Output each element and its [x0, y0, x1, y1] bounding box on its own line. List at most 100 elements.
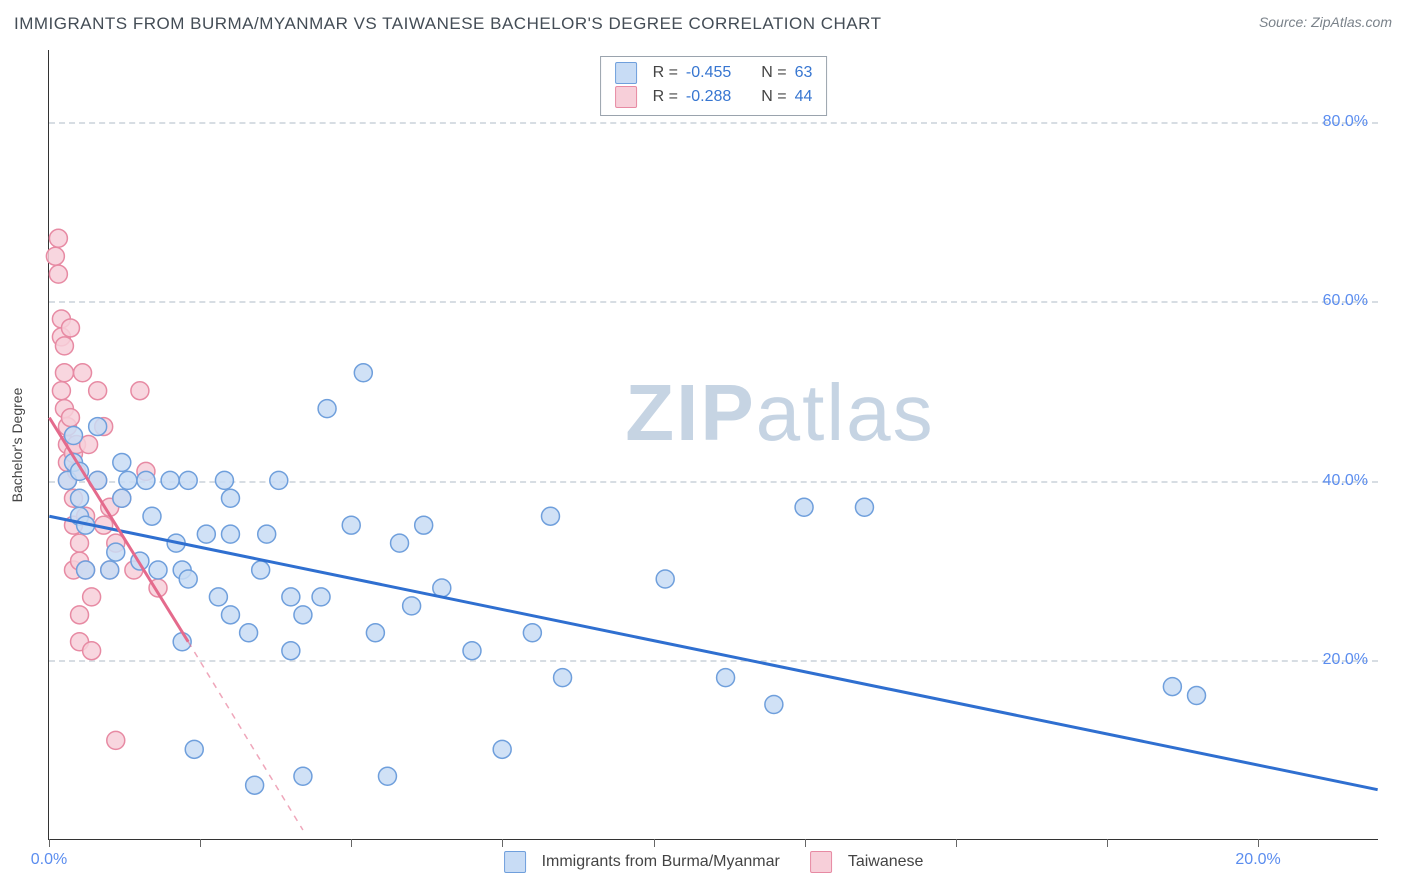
data-point-burma [282, 642, 300, 660]
y-axis-label: Bachelor's Degree [9, 387, 25, 502]
data-point-burma [403, 597, 421, 615]
data-point-burma [795, 498, 813, 516]
chart-header: IMMIGRANTS FROM BURMA/MYANMAR VS TAIWANE… [14, 14, 1392, 34]
legend-swatch-burma-icon [615, 62, 637, 84]
data-point-burma [354, 364, 372, 382]
data-point-burma [270, 471, 288, 489]
legend-taiwanese-n: 44 [795, 85, 813, 109]
legend-stats-row: R = -0.455 N = 63 [615, 61, 813, 85]
data-point-burma [294, 606, 312, 624]
data-point-taiwanese [89, 382, 107, 400]
data-point-burma [493, 740, 511, 758]
data-point-burma [378, 767, 396, 785]
x-tick [805, 839, 806, 847]
data-point-taiwanese [46, 247, 64, 265]
legend-item-burma: Immigrants from Burma/Myanmar [504, 851, 780, 873]
data-point-burma [113, 489, 131, 507]
scatter-plot [49, 50, 1378, 839]
data-point-burma [282, 588, 300, 606]
data-point-burma [89, 418, 107, 436]
data-point-taiwanese [55, 337, 73, 355]
data-point-burma [113, 453, 131, 471]
data-point-burma [656, 570, 674, 588]
x-tick-label: 0.0% [31, 851, 67, 869]
x-tick [200, 839, 201, 847]
data-point-burma [221, 489, 239, 507]
legend-swatch-burma-icon [504, 851, 526, 873]
data-point-burma [318, 400, 336, 418]
data-point-burma [463, 642, 481, 660]
data-point-taiwanese [52, 382, 70, 400]
data-point-burma [366, 624, 384, 642]
data-point-burma [119, 471, 137, 489]
data-point-taiwanese [61, 319, 79, 337]
data-point-burma [391, 534, 409, 552]
chart-source: Source: ZipAtlas.com [1259, 14, 1392, 30]
data-point-burma [107, 543, 125, 561]
data-point-taiwanese [83, 588, 101, 606]
data-point-burma [71, 489, 89, 507]
legend-n-label: N = [761, 61, 786, 85]
data-point-burma [246, 776, 264, 794]
data-point-burma [221, 606, 239, 624]
legend-stats: R = -0.455 N = 63 R = -0.288 N = 44 [600, 56, 828, 116]
data-point-burma [1163, 678, 1181, 696]
data-point-burma [342, 516, 360, 534]
x-tick [49, 839, 50, 847]
x-tick-label: 20.0% [1235, 851, 1280, 869]
data-point-burma [161, 471, 179, 489]
data-point-burma [197, 525, 215, 543]
data-point-taiwanese [131, 382, 149, 400]
legend-label-burma: Immigrants from Burma/Myanmar [542, 853, 780, 871]
data-point-taiwanese [71, 534, 89, 552]
data-point-burma [185, 740, 203, 758]
source-name: ZipAtlas.com [1311, 14, 1392, 30]
data-point-burma [215, 471, 233, 489]
data-point-burma [554, 669, 572, 687]
legend-burma-n: 63 [795, 61, 813, 85]
legend-n-label: N = [761, 85, 786, 109]
data-point-burma [137, 471, 155, 489]
x-tick [654, 839, 655, 847]
data-point-burma [252, 561, 270, 579]
data-point-burma [221, 525, 239, 543]
legend-burma-r: -0.455 [686, 61, 731, 85]
data-point-burma [312, 588, 330, 606]
data-point-burma [179, 570, 197, 588]
data-point-burma [65, 427, 83, 445]
trend-line-burma [49, 516, 1377, 789]
x-tick [956, 839, 957, 847]
chart-title: IMMIGRANTS FROM BURMA/MYANMAR VS TAIWANE… [14, 14, 881, 34]
data-point-burma [523, 624, 541, 642]
data-point-taiwanese [61, 409, 79, 427]
x-tick [1107, 839, 1108, 847]
x-tick [502, 839, 503, 847]
legend-r-label: R = [653, 61, 678, 85]
data-point-burma [294, 767, 312, 785]
data-point-taiwanese [74, 364, 92, 382]
data-point-burma [541, 507, 559, 525]
trend-line-dashed-taiwanese [188, 642, 303, 830]
data-point-burma [258, 525, 276, 543]
legend-swatch-taiwanese-icon [615, 86, 637, 108]
legend-stats-row: R = -0.288 N = 44 [615, 85, 813, 109]
data-point-taiwanese [49, 265, 67, 283]
data-point-burma [143, 507, 161, 525]
legend-label-taiwanese: Taiwanese [848, 853, 924, 871]
data-point-burma [1188, 687, 1206, 705]
legend-swatch-taiwanese-icon [810, 851, 832, 873]
data-point-taiwanese [83, 642, 101, 660]
legend-r-label: R = [653, 85, 678, 109]
data-point-taiwanese [55, 364, 73, 382]
legend-series: Immigrants from Burma/Myanmar Taiwanese [504, 851, 924, 873]
data-point-taiwanese [71, 606, 89, 624]
data-point-burma [101, 561, 119, 579]
data-point-burma [415, 516, 433, 534]
x-tick [351, 839, 352, 847]
data-point-burma [240, 624, 258, 642]
data-point-burma [149, 561, 167, 579]
data-point-burma [855, 498, 873, 516]
chart-area: Bachelor's Degree ZIPatlas 20.0%40.0%60.… [48, 50, 1378, 840]
legend-taiwanese-r: -0.288 [686, 85, 731, 109]
data-point-burma [77, 561, 95, 579]
